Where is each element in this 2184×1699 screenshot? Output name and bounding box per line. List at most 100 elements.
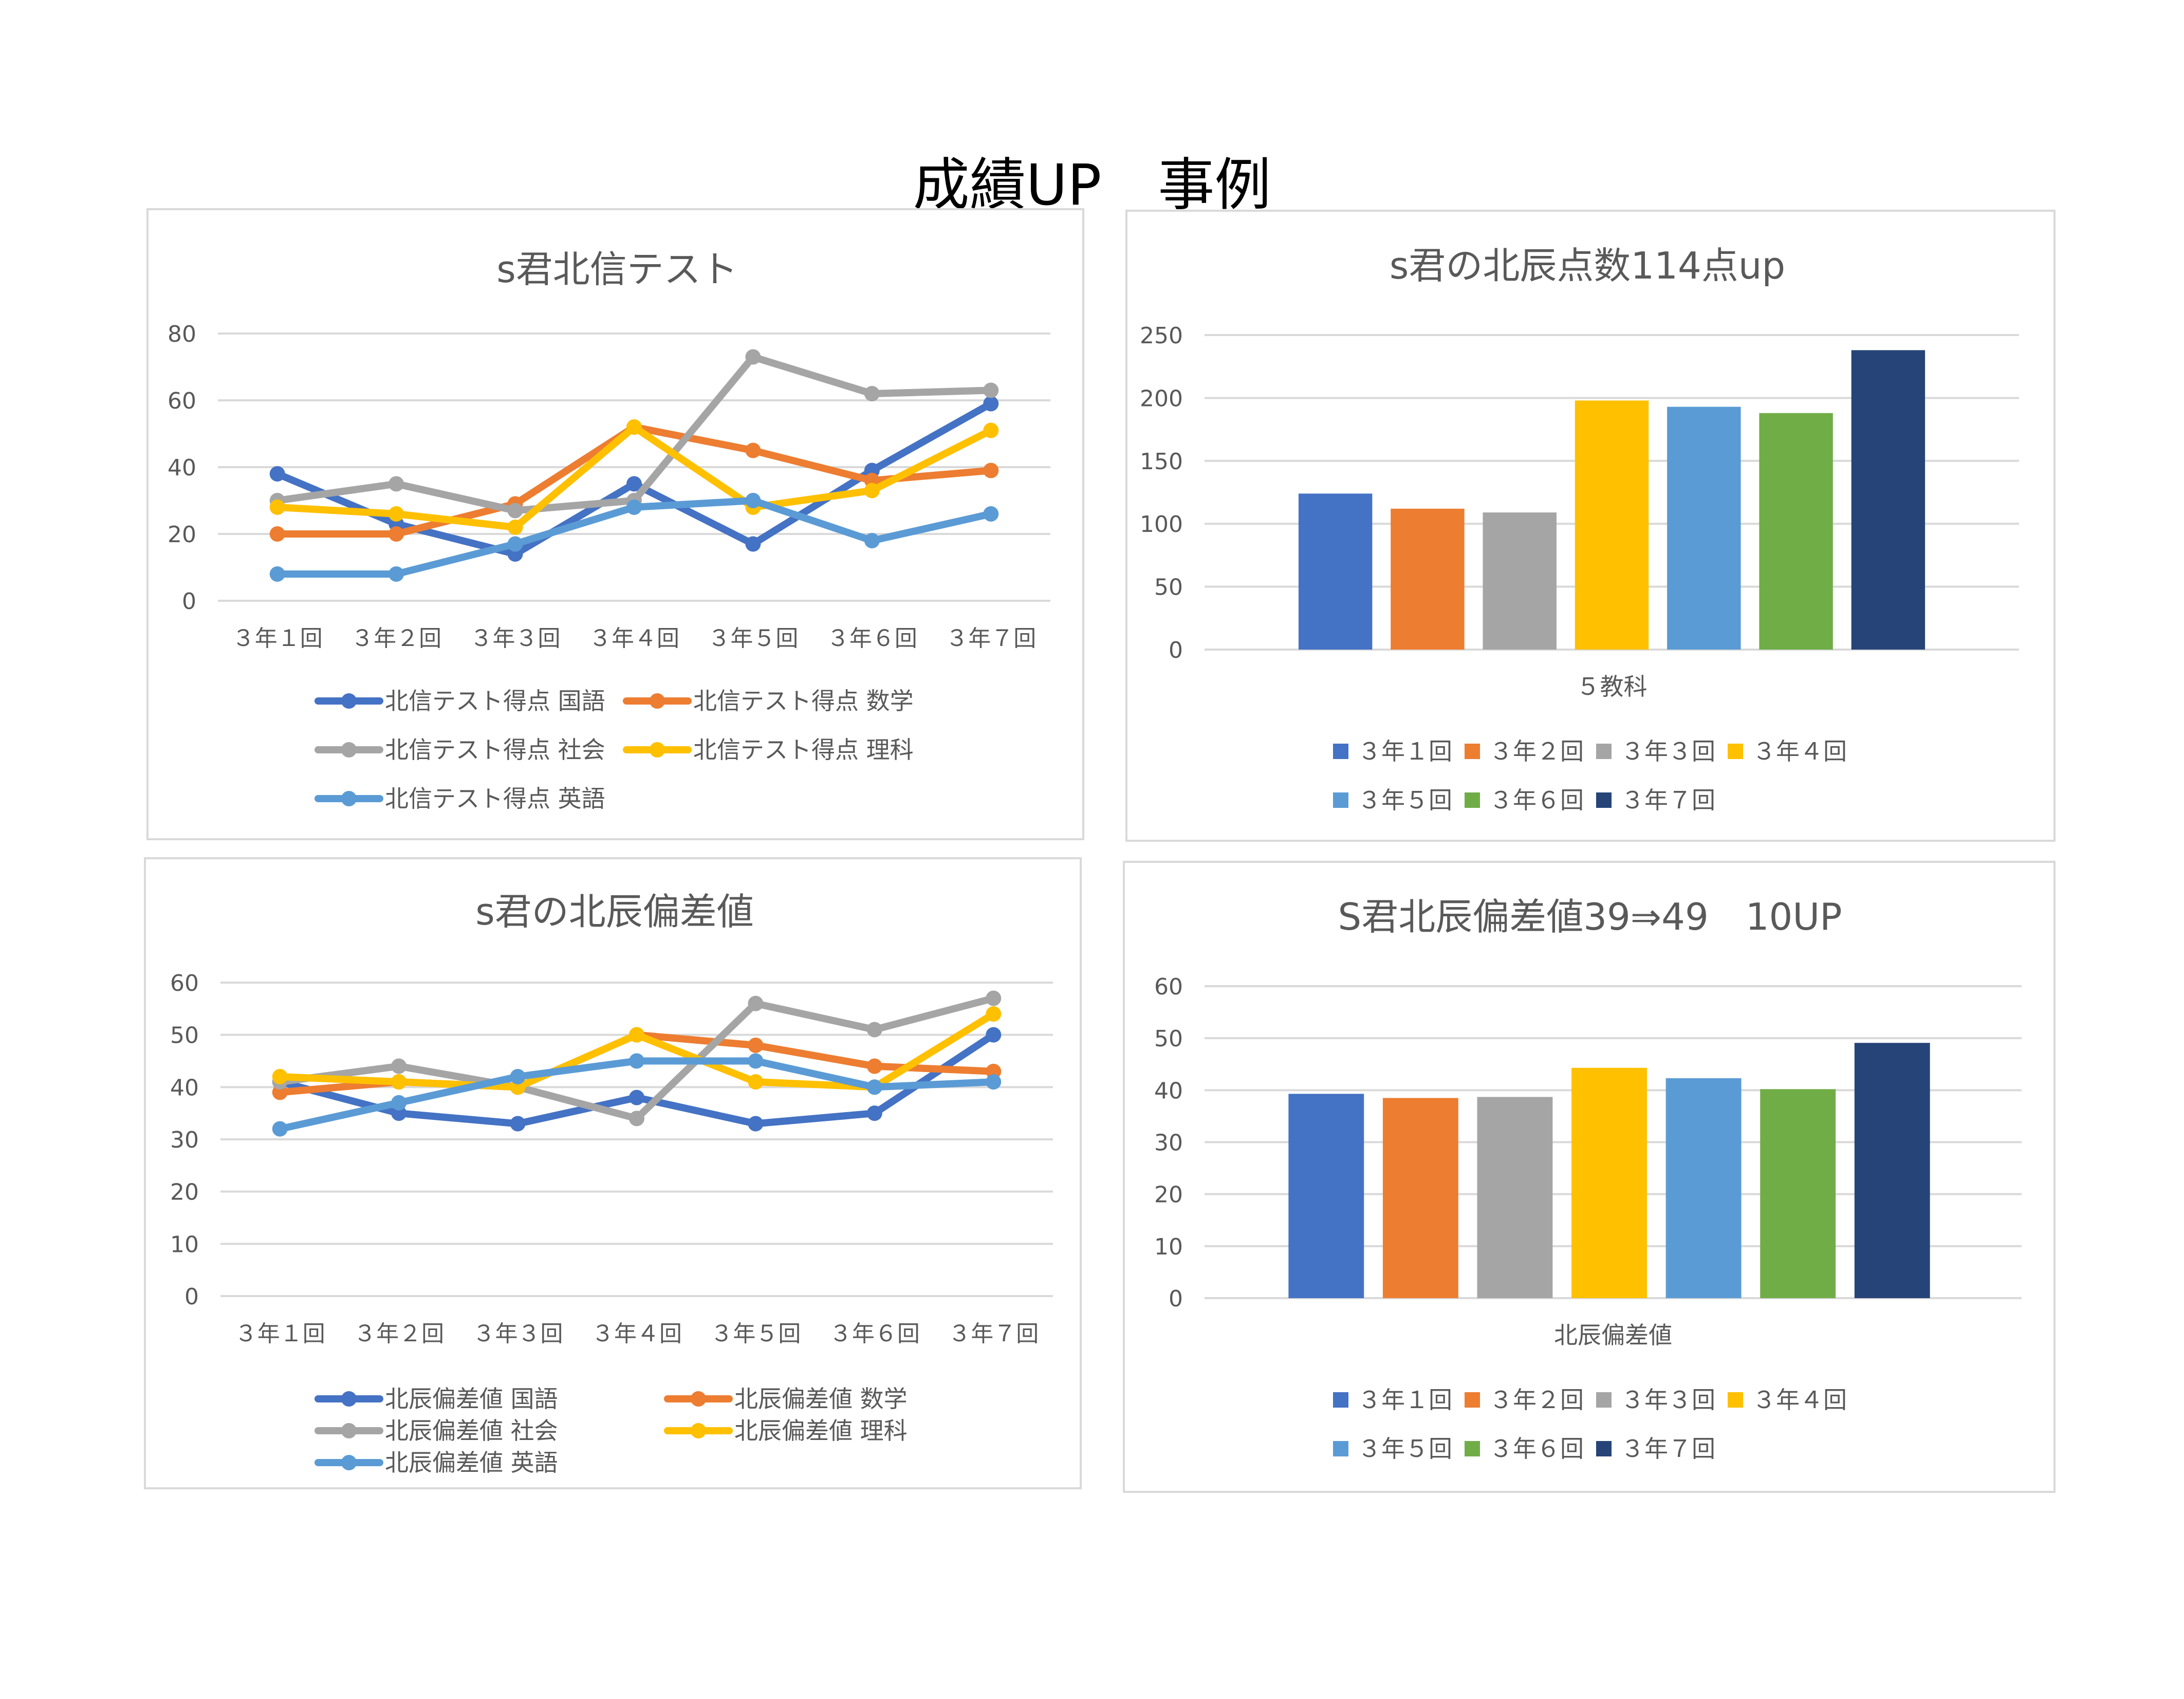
y-tick-label: 50 xyxy=(1154,575,1183,601)
data-point xyxy=(510,1069,526,1084)
bar xyxy=(1667,407,1741,650)
data-point xyxy=(391,1095,407,1111)
legend-marker xyxy=(650,693,665,709)
legend-swatch xyxy=(1333,1392,1348,1408)
y-tick-label: 0 xyxy=(1169,637,1183,663)
x-tick-label: ３年３回 xyxy=(470,625,561,652)
data-point xyxy=(866,1058,882,1074)
legend-label: 北辰偏差値 社会 xyxy=(385,1417,558,1445)
x-tick-label: ３年１回 xyxy=(232,625,323,652)
chart-panel-hokushin-test: s君北信テスト 0 20 40 60 80 ３年１回 ３年２回 ３年３回 ３年４回 ３年５回 ３年６回… xyxy=(146,208,1084,840)
data-point xyxy=(626,419,642,435)
legend-swatch xyxy=(1728,1392,1743,1408)
data-point xyxy=(986,1027,1002,1043)
legend-swatch xyxy=(1333,744,1348,759)
x-tick-label: ３年３回 xyxy=(473,1321,563,1347)
legend-label: ３年２回 xyxy=(1489,737,1584,765)
x-tick-label: ３年７回 xyxy=(948,1321,1039,1347)
legend-marker xyxy=(341,693,357,709)
data-point xyxy=(269,566,285,582)
page-title: 成績UP 事例 xyxy=(913,152,1271,218)
legend-marker xyxy=(341,742,357,758)
y-tick-label: 20 xyxy=(168,522,196,548)
data-point xyxy=(391,1058,407,1074)
data-point xyxy=(388,476,404,492)
x-tick-label: ３年７回 xyxy=(946,625,1036,652)
data-point xyxy=(629,1027,644,1043)
legend-marker xyxy=(691,1423,706,1438)
y-tick-label: 150 xyxy=(1140,449,1183,475)
y-tick-label: 60 xyxy=(168,388,196,414)
x-tick-label: ３年５回 xyxy=(708,625,798,652)
legend-swatch xyxy=(1333,792,1348,808)
data-point xyxy=(388,566,404,582)
x-tick-label: ３年４回 xyxy=(589,625,679,652)
legend-swatch xyxy=(1596,792,1612,808)
bar xyxy=(1382,1098,1458,1298)
y-tick-label: 0 xyxy=(184,1284,199,1310)
bar xyxy=(1571,1067,1647,1298)
legend-marker xyxy=(341,791,357,806)
x-tick-label: ３年６回 xyxy=(827,625,917,652)
data-point xyxy=(269,466,285,482)
legend-label: ３年７回 xyxy=(1621,1435,1715,1463)
data-point xyxy=(748,1074,764,1090)
bar-chart-hokushin-score: s君の北辰点数114点up 0 50 100 150 200 250 ５教科 ３年１回 ３年２回 ３… xyxy=(1140,244,2019,814)
x-axis-label: 北辰偏差値 xyxy=(1554,1321,1672,1349)
data-point xyxy=(269,526,285,542)
legend-marker xyxy=(341,1391,357,1407)
legend-swatch xyxy=(1465,744,1480,759)
data-point xyxy=(629,1111,644,1126)
legend-label: 北信テスト得点 英語 xyxy=(385,785,605,812)
data-point xyxy=(510,1116,526,1132)
data-point xyxy=(745,493,761,508)
y-tick-label: 0 xyxy=(182,588,196,615)
legend-swatch xyxy=(1596,1392,1612,1408)
legend-swatch xyxy=(1333,1441,1348,1456)
legend-label: ３年４回 xyxy=(1752,737,1847,765)
data-point xyxy=(391,1074,407,1090)
y-tick-label: 50 xyxy=(1154,1026,1183,1052)
legend-label: ３年３回 xyxy=(1621,1386,1715,1414)
bar xyxy=(1391,508,1465,650)
y-tick-label: 80 xyxy=(168,321,196,347)
bar xyxy=(1854,1043,1930,1298)
y-tick-label: 20 xyxy=(170,1179,199,1206)
legend-label: ３年５回 xyxy=(1358,1435,1452,1463)
data-point xyxy=(864,483,880,498)
legend-label: 北辰偏差値 理科 xyxy=(734,1417,908,1445)
legend-label: ３年６回 xyxy=(1489,1435,1584,1463)
x-tick-label: ３年１回 xyxy=(235,1321,325,1347)
y-tick-label: 10 xyxy=(170,1231,199,1258)
legend-marker xyxy=(691,1391,706,1407)
data-point xyxy=(745,442,761,458)
data-point xyxy=(745,349,761,365)
bar-chart-hensachi: S君北辰偏差値39⇒49 10UP 0 10 20 30 40 50 60 北辰偏差値 ３年１回 ３… xyxy=(1154,895,2022,1463)
bar xyxy=(1477,1097,1553,1298)
data-point xyxy=(866,1079,882,1095)
data-point xyxy=(269,500,285,515)
bar xyxy=(1288,1094,1364,1298)
y-tick-label: 200 xyxy=(1140,385,1183,412)
legend-label: 北辰偏差値 数学 xyxy=(734,1385,908,1413)
y-tick-label: 250 xyxy=(1140,323,1183,349)
data-point xyxy=(986,1006,1002,1022)
data-point xyxy=(983,506,999,522)
legend-label: ３年２回 xyxy=(1489,1386,1584,1414)
bar xyxy=(1760,1089,1836,1298)
legend-swatch xyxy=(1465,1392,1480,1408)
legend-label: ３年７回 xyxy=(1621,786,1715,814)
data-point xyxy=(983,463,999,478)
data-point xyxy=(272,1069,288,1084)
legend-label: 北信テスト得点 社会 xyxy=(385,736,605,764)
y-tick-label: 100 xyxy=(1140,511,1183,538)
y-tick-label: 60 xyxy=(170,970,199,996)
bar xyxy=(1483,512,1557,650)
legend-swatch xyxy=(1465,792,1480,808)
legend-label: ３年１回 xyxy=(1358,737,1452,765)
y-tick-label: 30 xyxy=(170,1127,199,1153)
bar xyxy=(1759,413,1833,650)
data-point xyxy=(748,995,764,1011)
data-point xyxy=(748,1116,764,1132)
x-tick-label: ３年４回 xyxy=(591,1321,682,1347)
